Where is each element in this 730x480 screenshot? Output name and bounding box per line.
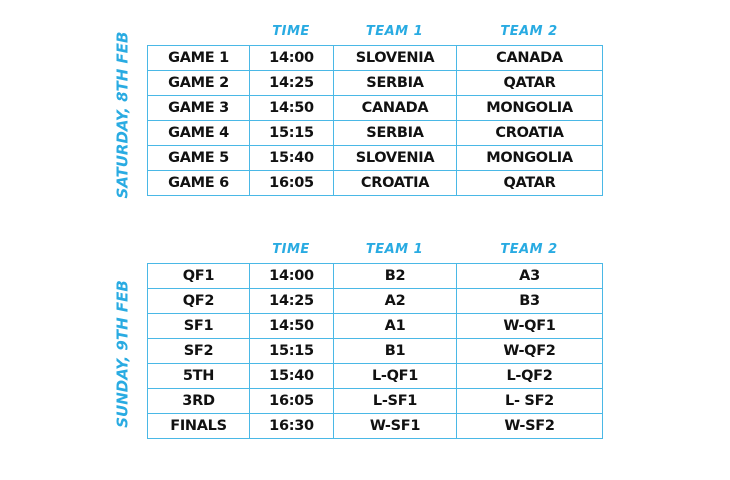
table-row: 3RD 16:05 L-SF1 L- SF2 <box>147 388 603 414</box>
time-cell: 14:25 <box>249 70 334 96</box>
team-2-cell: MONGOLIA <box>456 95 603 121</box>
team-2-cell: L-QF2 <box>456 363 603 389</box>
team-1-cell: L-QF1 <box>333 363 457 389</box>
time-cell: 16:30 <box>249 413 334 439</box>
team-2-cell: W-SF2 <box>456 413 603 439</box>
table-row: QF1 14:00 B2 A3 <box>147 263 603 289</box>
time-cell: 14:00 <box>249 263 334 289</box>
match-cell: 5TH <box>147 363 250 389</box>
table-row: SF2 15:15 B1 W-QF2 <box>147 338 603 364</box>
team-2-cell: A3 <box>456 263 603 289</box>
table-row: GAME 6 16:05 CROATIA QATAR <box>147 170 603 196</box>
match-cell: QF2 <box>147 288 250 314</box>
team-2-cell: W-QF1 <box>456 313 603 339</box>
team-2-cell: QATAR <box>456 70 603 96</box>
header-time: TIME <box>272 24 310 39</box>
table-row: GAME 3 14:50 CANADA MONGOLIA <box>147 95 603 121</box>
team-1-cell: SERBIA <box>333 120 457 146</box>
team-2-cell: CROATIA <box>456 120 603 146</box>
time-cell: 14:50 <box>249 313 334 339</box>
time-cell: 15:40 <box>249 145 334 171</box>
table-row: GAME 4 15:15 SERBIA CROATIA <box>147 120 603 146</box>
match-cell: 3RD <box>147 388 250 414</box>
time-cell: 14:25 <box>249 288 334 314</box>
team-1-cell: A1 <box>333 313 457 339</box>
schedule-table: QF1 14:00 B2 A3 QF2 14:25 A2 B3 SF1 14:50 A1 W-QF1 S… <box>147 263 603 439</box>
table-row: GAME 2 14:25 SERBIA QATAR <box>147 70 603 96</box>
match-cell: GAME 3 <box>147 95 250 121</box>
time-cell: 16:05 <box>249 170 334 196</box>
team-1-cell: L-SF1 <box>333 388 457 414</box>
team-1-cell: CROATIA <box>333 170 457 196</box>
header-team-2: TEAM 2 <box>500 24 558 39</box>
table-row: GAME 1 14:00 SLOVENIA CANADA <box>147 45 603 71</box>
schedule-table: GAME 1 14:00 SLOVENIA CANADA GAME 2 14:25 SERB… <box>147 45 603 196</box>
header-team-1: TEAM 1 <box>365 242 424 257</box>
team-2-cell: QATAR <box>456 170 603 196</box>
team-1-cell: A2 <box>333 288 457 314</box>
table-row: FINALS 16:30 W-SF1 W-SF2 <box>147 413 603 439</box>
match-cell: QF1 <box>147 263 250 289</box>
team-1-cell: W-SF1 <box>333 413 457 439</box>
team-2-cell: MONGOLIA <box>456 145 603 171</box>
team-1-cell: B2 <box>333 263 457 289</box>
table-row: SF1 14:50 A1 W-QF1 <box>147 313 603 339</box>
match-cell: GAME 1 <box>147 45 250 71</box>
table-row: 5TH 15:40 L-QF1 L-QF2 <box>147 363 603 389</box>
match-cell: GAME 6 <box>147 170 250 196</box>
team-2-cell: CANADA <box>456 45 603 71</box>
time-cell: 14:50 <box>249 95 334 121</box>
time-cell: 14:00 <box>249 45 334 71</box>
team-1-cell: SLOVENIA <box>333 45 457 71</box>
match-cell: GAME 5 <box>147 145 250 171</box>
team-2-cell: W-QF2 <box>456 338 603 364</box>
time-cell: 15:40 <box>249 363 334 389</box>
table-row: GAME 5 15:40 SLOVENIA MONGOLIA <box>147 145 603 171</box>
match-cell: GAME 2 <box>147 70 250 96</box>
team-1-cell: CANADA <box>333 95 457 121</box>
time-cell: 15:15 <box>249 338 334 364</box>
day-label: SUNDAY, 9TH FEB <box>113 280 132 428</box>
header-team-1: TEAM 1 <box>365 24 424 39</box>
time-cell: 16:05 <box>249 388 334 414</box>
table-row: QF2 14:25 A2 B3 <box>147 288 603 314</box>
team-2-cell: L- SF2 <box>456 388 603 414</box>
header-team-2: TEAM 2 <box>500 242 558 257</box>
team-1-cell: SERBIA <box>333 70 457 96</box>
match-cell: FINALS <box>147 413 250 439</box>
team-1-cell: SLOVENIA <box>333 145 457 171</box>
match-cell: SF1 <box>147 313 250 339</box>
team-2-cell: B3 <box>456 288 603 314</box>
match-cell: GAME 4 <box>147 120 250 146</box>
day-label: SATURDAY, 8TH FEB <box>113 31 132 199</box>
team-1-cell: B1 <box>333 338 457 364</box>
time-cell: 15:15 <box>249 120 334 146</box>
header-time: TIME <box>272 242 310 257</box>
match-cell: SF2 <box>147 338 250 364</box>
